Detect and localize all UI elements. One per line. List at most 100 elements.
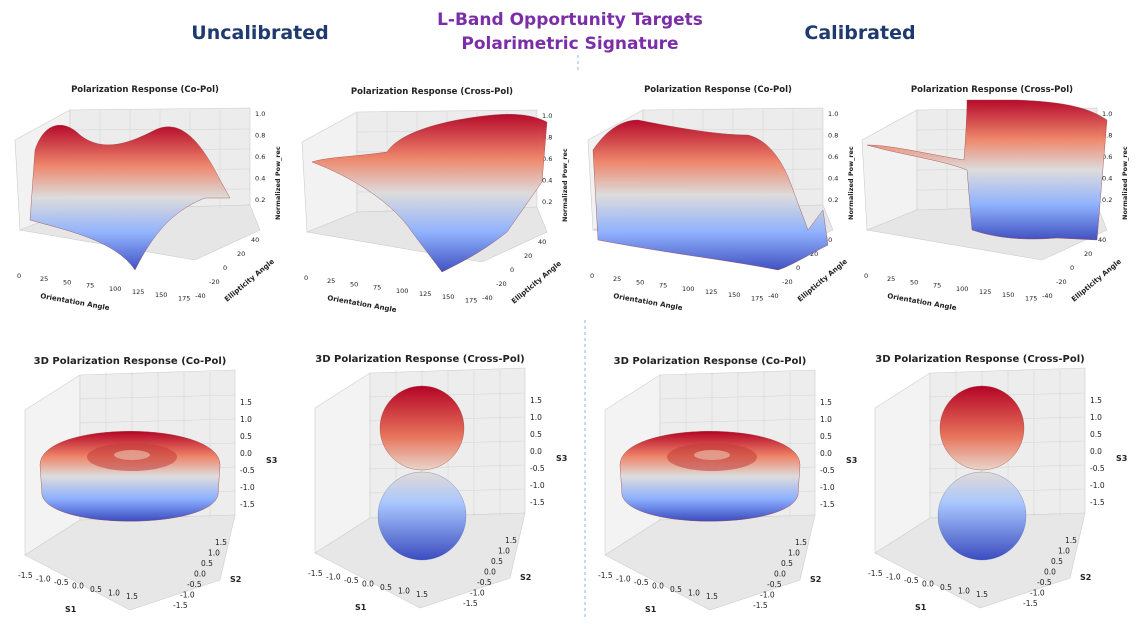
- z-tick-label: 0.8: [828, 132, 838, 140]
- x-tick-label: 1.0: [688, 589, 700, 598]
- y-tick-label: -40: [1042, 292, 1053, 300]
- z-axis-label: Normalized Pow_rec: [561, 148, 569, 222]
- y-tick-label: 0.0: [194, 570, 206, 579]
- surface-plot-3: Polarization Response (Co-Pol) 0.2 0.4 0.6 0…: [587, 85, 855, 312]
- z-tick-label: 0.2: [255, 196, 265, 204]
- z-tick-label: 1.5: [820, 398, 832, 407]
- x-tick-label: 0.0: [652, 582, 664, 591]
- upper-sphere: [379, 385, 465, 471]
- z-tick-label: -1.0: [240, 483, 255, 492]
- x-tick-label: 25: [887, 275, 895, 283]
- s1-axis-label: S1: [65, 605, 77, 614]
- x-tick-label: 0.5: [670, 585, 682, 594]
- z-tick-label: -1.5: [820, 500, 835, 509]
- y-tick-label: 0.5: [1051, 557, 1063, 566]
- x-tick-label: 100: [956, 285, 968, 293]
- x-tick-label: 1.5: [706, 592, 718, 601]
- grid-line: [659, 418, 816, 424]
- y-tick-label: 1.5: [505, 536, 517, 545]
- y-tick-label: -1.5: [1023, 599, 1038, 608]
- x-tick-label: 0: [304, 274, 308, 282]
- x-tick-label: 125: [132, 288, 144, 296]
- x-tick-label: 125: [705, 288, 717, 296]
- z-axis-label: S3: [556, 454, 567, 463]
- x-tick-label: -0.5: [344, 576, 359, 585]
- main-title-line-2: Polarimetric Signature: [461, 34, 679, 54]
- z-tick-label: -1.5: [240, 500, 255, 509]
- y-tick-label: 0.0: [774, 570, 786, 579]
- x-tick-label: 50: [910, 278, 918, 286]
- z-tick-label: 1.0: [1102, 110, 1112, 118]
- x-tick-label: -0.5: [904, 576, 919, 585]
- y-tick-label: -0.5: [767, 580, 782, 589]
- y-tick-label: 1.5: [795, 538, 807, 547]
- y-tick-label: 0.5: [491, 557, 503, 566]
- x-tick-label: 150: [1002, 291, 1014, 299]
- z-axis-label: Normalized Pow_rec: [1121, 146, 1129, 220]
- x-tick-label: 100: [396, 287, 408, 295]
- z-tick-label: 0.8: [1102, 132, 1112, 140]
- torus-center: [694, 450, 730, 460]
- x-tick-label: 1.5: [126, 592, 138, 601]
- y-tick-label: 40: [824, 236, 832, 244]
- plot-title: 3D Polarization Response (Co-Pol): [614, 356, 807, 367]
- x-tick-label: 175: [465, 296, 477, 304]
- x-tick-label: 175: [1025, 294, 1037, 302]
- grid-line: [369, 464, 526, 470]
- y-axis-label: Ellipticity Angle: [1070, 257, 1123, 303]
- y-tick-label: 20: [1084, 250, 1092, 258]
- x-tick-label: 75: [659, 282, 667, 290]
- z-tick-label: 0.0: [820, 449, 832, 458]
- plot-title: Polarization Response (Cross-Pol): [351, 87, 513, 97]
- pane-floor: [874, 512, 1086, 609]
- z-tick-label: 0.8: [255, 132, 265, 140]
- z-axis-label: Normalized Pow_rec: [274, 146, 282, 220]
- pane-left: [861, 109, 918, 231]
- y-tick-label: 40: [1098, 236, 1106, 244]
- z-tick-label: 0.2: [542, 198, 552, 206]
- x-tick-label: -0.5: [634, 578, 649, 587]
- x-axis-label: Orientation Angle: [40, 292, 111, 312]
- y-tick-label: 20: [810, 250, 818, 258]
- surface-plot-1: Polarization Response (Co-Pol) 0.2 0.4 0.6 0…: [14, 85, 282, 312]
- main-title-line-1: L-Band Opportunity Targets: [437, 10, 703, 30]
- x-tick-label: 1.5: [976, 590, 988, 599]
- plot-title: 3D Polarization Response (Cross-Pol): [875, 354, 1084, 365]
- plot-title: 3D Polarization Response (Co-Pol): [34, 356, 227, 367]
- z-tick-label: -1.0: [1090, 481, 1105, 490]
- z-tick-label: 1.0: [828, 110, 838, 118]
- pane-floor: [24, 514, 236, 611]
- z-tick-label: 0.8: [542, 134, 552, 142]
- z-tick-label: 1.0: [542, 112, 552, 120]
- y-tick-label: -1.0: [760, 591, 775, 600]
- y-tick-label: 0: [223, 264, 227, 272]
- z-tick-label: -1.5: [530, 498, 545, 507]
- x-tick-label: 125: [419, 290, 431, 298]
- s2-axis-label: S2: [230, 575, 241, 584]
- upper-sphere: [939, 385, 1025, 471]
- y-tick-label: -40: [768, 292, 779, 300]
- y-axis-label: Ellipticity Angle: [510, 259, 563, 305]
- x-tick-label: 25: [327, 277, 335, 285]
- plot-title: 3D Polarization Response (Cross-Pol): [315, 354, 524, 365]
- z-tick-label: 0.0: [1090, 447, 1102, 456]
- y-tick-label: 40: [538, 238, 546, 246]
- y-tick-label: 0.5: [201, 559, 213, 568]
- z-tick-label: 0.4: [255, 175, 265, 183]
- torus-center: [114, 450, 150, 460]
- x-tick-label: 175: [178, 294, 190, 302]
- y-tick-label: 1.5: [215, 538, 227, 547]
- x-tick-label: 0: [590, 272, 594, 280]
- y-tick-label: 1.0: [1058, 547, 1070, 556]
- y-tick-label: -1.0: [1030, 589, 1045, 598]
- x-tick-label: 50: [636, 278, 644, 286]
- y-axis-label: Ellipticity Angle: [223, 257, 276, 303]
- x-tick-label: 0.5: [380, 583, 392, 592]
- y-tick-label: -20: [496, 280, 507, 288]
- z-tick-label: 1.0: [820, 415, 832, 424]
- x-tick-label: -1.0: [616, 575, 631, 584]
- x-tick-label: 1.0: [398, 587, 410, 596]
- x-axis-label: Orientation Angle: [887, 292, 958, 312]
- s2-axis-label: S2: [810, 575, 821, 584]
